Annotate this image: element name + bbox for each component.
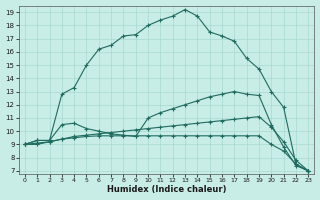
X-axis label: Humidex (Indice chaleur): Humidex (Indice chaleur): [107, 185, 226, 194]
